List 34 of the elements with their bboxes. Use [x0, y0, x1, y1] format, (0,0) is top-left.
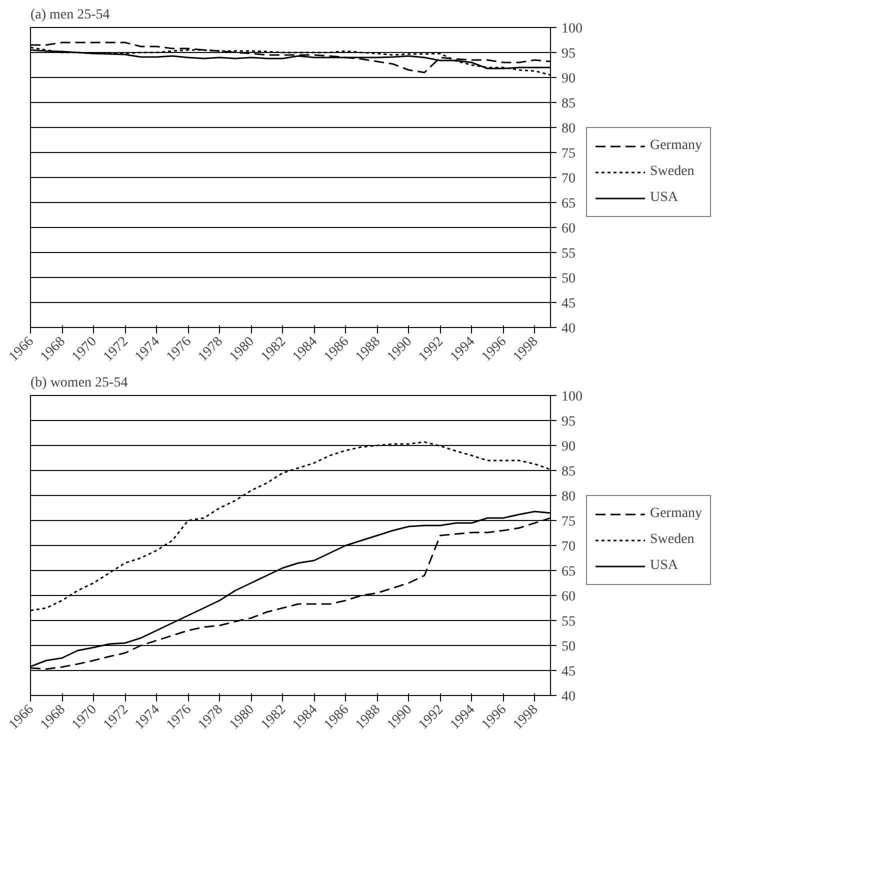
y-tick-label: 75	[562, 514, 576, 530]
y-tick-label: 80	[562, 122, 576, 136]
legend-label: Germany	[650, 138, 702, 154]
y-tick-label: 95	[562, 46, 576, 62]
y-tick-label: 65	[562, 196, 576, 212]
y-tick-label: 45	[562, 296, 576, 312]
legend-label: Sweden	[650, 164, 694, 180]
legend-label: USA	[650, 190, 678, 206]
y-tick-label: 100	[562, 390, 582, 404]
legend-label: USA	[650, 558, 678, 574]
y-tick-label: 90	[562, 440, 576, 454]
y-tick-label: 65	[562, 564, 576, 580]
y-tick-label: 90	[562, 72, 576, 86]
legend-label: Germany	[650, 506, 702, 522]
y-tick-label: 75	[562, 146, 576, 162]
chart-title: (b) women 25-54	[30, 376, 128, 390]
y-tick-label: 50	[562, 640, 576, 654]
y-tick-label: 40	[562, 322, 576, 336]
y-tick-label: 85	[562, 96, 576, 112]
y-tick-label: 45	[562, 664, 576, 680]
y-tick-label: 70	[562, 540, 576, 554]
y-tick-label: 50	[562, 272, 576, 286]
y-tick-label: 60	[562, 222, 576, 236]
y-tick-label: 70	[562, 172, 576, 186]
y-tick-label: 85	[562, 464, 576, 480]
y-tick-label: 55	[562, 614, 576, 630]
y-tick-label: 100	[562, 22, 582, 36]
y-tick-label: 55	[562, 246, 576, 262]
y-tick-label: 60	[562, 590, 576, 604]
y-tick-label: 40	[562, 690, 576, 704]
legend-label: Sweden	[650, 532, 694, 548]
chart-title: (a) men 25-54	[30, 8, 110, 22]
y-tick-label: 95	[562, 414, 576, 430]
y-tick-label: 80	[562, 490, 576, 504]
